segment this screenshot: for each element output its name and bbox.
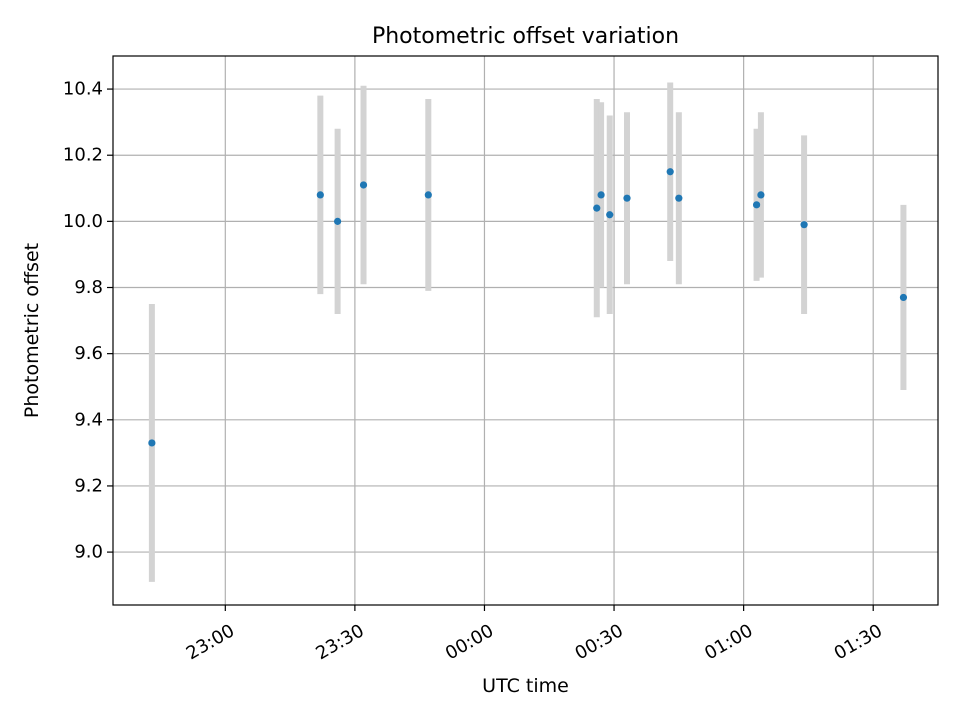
chart-title: Photometric offset variation xyxy=(372,24,679,49)
y-axis-label: Photometric offset xyxy=(21,243,43,418)
y-tick-label: 9.8 xyxy=(74,277,103,298)
y-tick-label: 9.0 xyxy=(74,542,103,563)
data-point xyxy=(359,181,368,189)
x-tick-label: 00:00 xyxy=(442,620,497,664)
y-tick-label: 10.4 xyxy=(63,79,103,100)
data-point xyxy=(334,217,342,225)
data-point xyxy=(623,194,631,202)
y-tick-label: 9.6 xyxy=(74,343,103,364)
data-point xyxy=(593,204,601,212)
data-point xyxy=(675,194,683,202)
data-point xyxy=(597,191,605,199)
data-point xyxy=(666,168,674,176)
grid-lines xyxy=(113,56,938,605)
data-point xyxy=(899,293,908,302)
x-tick-label: 23:00 xyxy=(183,620,238,664)
y-tick-label: 10.0 xyxy=(63,211,103,232)
data-point xyxy=(606,211,614,219)
x-tick-label: 23:30 xyxy=(312,620,367,664)
data-point xyxy=(800,221,808,229)
data-point xyxy=(148,439,156,447)
y-tick-label: 9.4 xyxy=(74,409,103,430)
plot-area-frame xyxy=(112,55,939,606)
x-tick-label: 01:30 xyxy=(831,620,886,664)
data-point xyxy=(424,191,432,199)
data-point xyxy=(752,201,761,209)
data-point xyxy=(316,191,324,199)
x-tick-label: 01:00 xyxy=(701,620,756,664)
data-point xyxy=(757,191,765,199)
data-points xyxy=(148,168,908,447)
y-tick-label: 10.2 xyxy=(63,145,103,166)
y-tick-label: 9.2 xyxy=(74,475,103,496)
x-axis-label: UTC time xyxy=(482,675,569,697)
x-tick-label: 00:30 xyxy=(572,620,627,664)
error-bars xyxy=(148,82,907,582)
